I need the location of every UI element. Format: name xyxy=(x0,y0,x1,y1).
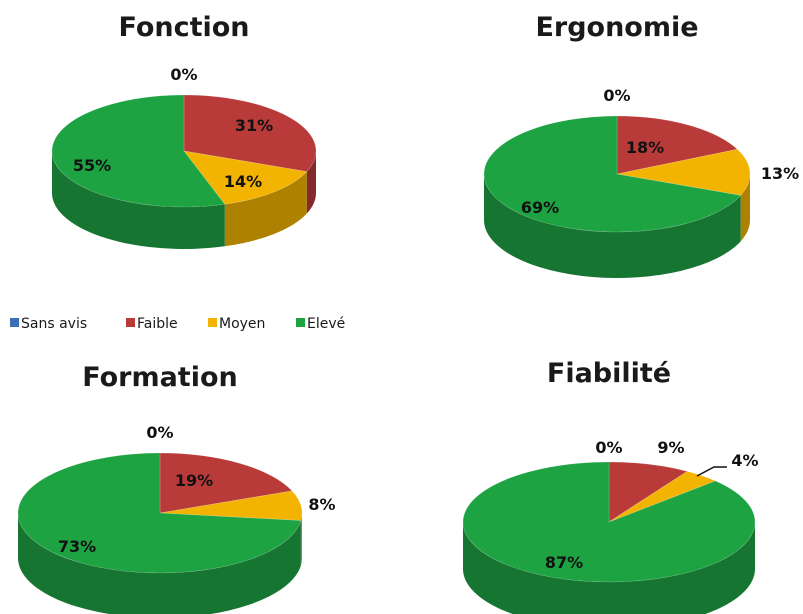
pie-slice-faible xyxy=(183,94,317,172)
pie-slice-eleve xyxy=(462,461,756,583)
pie-ergonomie xyxy=(483,115,751,278)
pie-slice-moyen xyxy=(616,148,751,196)
pie-side-eleve xyxy=(463,522,755,614)
data-label-eleve: 69% xyxy=(521,198,559,217)
data-label-moyen: 4% xyxy=(731,451,758,470)
legend-label: Elevé xyxy=(307,316,345,332)
pie-slice-eleve xyxy=(17,452,302,574)
data-label-faible: 18% xyxy=(626,138,664,157)
data-label-eleve: 73% xyxy=(58,537,96,556)
chart-fiabilite: Fiabilité 0% 9% 4% 87% xyxy=(462,358,759,614)
data-label-moyen: 8% xyxy=(308,495,335,514)
legend-swatch xyxy=(10,318,19,327)
data-label-sans-avis: 0% xyxy=(146,423,173,442)
data-label-sans-avis: 0% xyxy=(170,65,197,84)
pie-side-moyen xyxy=(740,174,750,242)
legend-item-faible: Faible xyxy=(126,316,178,332)
pie-side-eleve xyxy=(52,151,225,249)
chart-title: Ergonomie xyxy=(535,12,698,43)
data-label-faible: 19% xyxy=(175,471,213,490)
pie-side-faible xyxy=(306,151,316,214)
pie-side-eleve xyxy=(18,513,301,614)
data-label-faible: 31% xyxy=(235,116,273,135)
pie-slice-faible xyxy=(608,461,688,523)
chart-title: Fiabilité xyxy=(547,358,671,389)
legend-label: Sans avis xyxy=(21,316,87,332)
pie-fonction xyxy=(51,94,317,249)
legend-item-eleve: Elevé xyxy=(296,316,345,332)
pie-side-eleve xyxy=(484,174,741,278)
legend-item-moyen: Moyen xyxy=(208,316,265,332)
data-label-faible: 9% xyxy=(657,438,684,457)
data-labels-fiabilite: 0% 9% 4% 87% xyxy=(545,438,759,572)
data-labels-formation: 0% 19% 8% 73% xyxy=(58,423,336,556)
data-label-sans-avis: 0% xyxy=(603,86,630,105)
data-label-eleve: 87% xyxy=(545,553,583,572)
pie-slice-eleve xyxy=(51,94,226,208)
pie-slice-faible xyxy=(616,115,738,175)
data-label-sans-avis: 0% xyxy=(595,438,622,457)
data-label-moyen: 14% xyxy=(224,172,262,191)
legend-swatch xyxy=(126,318,135,327)
data-label-leader-line xyxy=(696,466,727,477)
data-label-eleve: 55% xyxy=(73,156,111,175)
data-labels-ergonomie: 0% 18% 13% 69% xyxy=(521,86,799,217)
pie-slice-moyen xyxy=(183,150,308,205)
chart-fonction: Fonction 0% 31% 14% 55% xyxy=(51,12,317,249)
chart-title: Formation xyxy=(82,362,238,393)
legend-label: Moyen xyxy=(219,316,265,332)
data-labels-fonction: 0% 31% 14% 55% xyxy=(73,65,273,191)
pie-slice-moyen xyxy=(608,471,717,523)
pie-side-moyen xyxy=(224,171,307,247)
legend-swatch xyxy=(296,318,305,327)
legend-item-sans-avis: Sans avis xyxy=(10,316,87,332)
chart-ergonomie: Ergonomie 0% 18% 13% 69% xyxy=(483,12,799,278)
legend: Sans avis Faible Moyen Elevé xyxy=(10,316,345,332)
pie-slice-moyen xyxy=(159,490,303,521)
pie-slice-eleve xyxy=(483,115,742,233)
legend-swatch xyxy=(208,318,217,327)
pie-slice-faible xyxy=(159,452,293,514)
data-label-moyen: 13% xyxy=(761,164,799,183)
legend-label: Faible xyxy=(137,316,178,332)
chart-title: Fonction xyxy=(118,12,249,43)
pie-side-moyen xyxy=(300,513,302,566)
pie-fiabilite xyxy=(462,461,756,614)
chart-formation: Formation 0% 19% 8% 73% xyxy=(17,362,336,614)
pie-formation xyxy=(17,452,303,614)
